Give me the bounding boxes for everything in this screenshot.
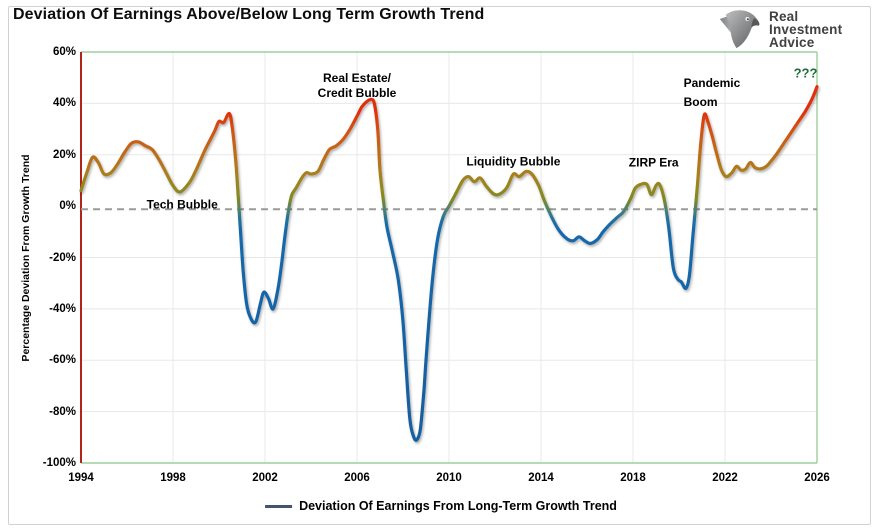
eagle-logo-icon (719, 10, 760, 49)
y-tick-label: -100% (42, 457, 76, 469)
zirp-era-text-line: ZIRP Era (628, 155, 679, 170)
logo-line-3: Advice (769, 34, 815, 50)
deviation-line-series (79, 85, 819, 442)
x-tick-label: 2010 (436, 472, 462, 484)
x-tick-label: 2026 (804, 472, 830, 484)
legend-label: Deviation Of Earnings From Long-Term Gro… (299, 499, 617, 513)
logo: Real Investment Advice (714, 6, 842, 52)
logo-text: Real Investment Advice (769, 8, 843, 50)
y-tick-label: 20% (52, 148, 76, 161)
y-tick-label: 0% (59, 200, 76, 213)
y-tick-label: -40% (49, 302, 76, 315)
annotation-real-estate-credit-bubble: Real Estate/Credit Bubble (318, 71, 397, 101)
annotation-zirp-era: ZIRP Era (629, 155, 679, 170)
annotation-liquidity-bubble: Liquidity Bubble (466, 154, 560, 169)
x-tick-label: 1994 (68, 472, 94, 484)
y-tick-label: 60% (52, 46, 76, 58)
x-tick-label: 2002 (252, 472, 278, 484)
real-estate-credit-bubble-text-line: Real Estate/ (322, 70, 392, 85)
tech-bubble-text-line: Tech Bubble (146, 197, 218, 212)
annotation-pandemic-boom: Pandemic Boom (684, 74, 741, 112)
x-tick-label: 2006 (344, 472, 370, 484)
legend-line-swatch (265, 504, 293, 508)
x-tick-label: 2022 (712, 472, 738, 484)
annotation-question-marks: ??? (794, 66, 818, 81)
annotation-tech-bubble: Tech Bubble (147, 197, 218, 212)
pandemic-boom-text-line: Boom (683, 95, 718, 110)
y-tick-label: -20% (49, 251, 76, 264)
logo-line-2: Investment (769, 21, 843, 37)
legend: Deviation Of Earnings From Long-Term Gro… (265, 499, 617, 513)
x-tick-label: 1998 (160, 472, 186, 484)
x-tick-label: 2018 (620, 472, 646, 484)
logo-line-1: Real (769, 8, 799, 24)
real-estate-credit-bubble-text-line: Credit Bubble (317, 85, 397, 100)
question-marks-text-line: ??? (793, 65, 818, 81)
x-tick-label: 2014 (528, 472, 554, 484)
y-tick-label: 40% (52, 97, 76, 110)
pandemic-boom-text-line: Pandemic (683, 76, 741, 91)
page-title: Deviation Of Earnings Above/Below Long T… (13, 6, 485, 23)
y-tick-label: -80% (49, 405, 76, 418)
y-tick-label: -60% (49, 354, 76, 367)
y-axis-title: Percentage Deviation From Growth Trend (20, 154, 32, 362)
liquidity-bubble-text-line: Liquidity Bubble (466, 154, 561, 169)
